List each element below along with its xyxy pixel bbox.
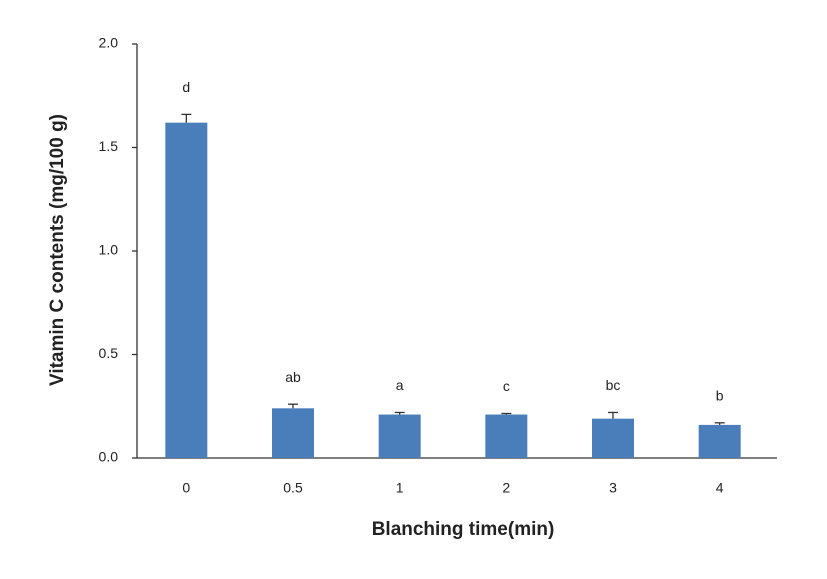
y-axis-title: Vitamin C contents (mg/100 g)	[47, 114, 68, 386]
x-tick-label: 1	[396, 480, 404, 496]
significance-letter: bc	[606, 377, 621, 393]
x-tick-label: 0.5	[283, 480, 303, 496]
y-tick-label: 0.0	[99, 449, 119, 465]
y-tick-label: 2.0	[99, 35, 119, 51]
significance-letter: d	[182, 79, 190, 95]
bar	[485, 414, 528, 458]
y-tick-label: 0.5	[99, 345, 119, 361]
y-tick-label: 1.5	[99, 138, 119, 154]
significance-letter: c	[503, 378, 510, 394]
x-tick-label: 2	[502, 480, 510, 496]
x-axis-title: Blanching time(min)	[372, 519, 555, 540]
x-tick-label: 4	[716, 480, 724, 496]
x-tick-label: 0	[182, 480, 190, 496]
y-tick-label: 1.0	[99, 242, 119, 258]
bar	[165, 122, 208, 458]
bar	[698, 424, 741, 458]
bar	[378, 414, 421, 458]
bar	[272, 408, 314, 458]
significance-letter: a	[396, 377, 404, 393]
bar	[592, 418, 634, 458]
significance-letter: ab	[285, 369, 301, 385]
x-tick-label: 3	[609, 480, 617, 496]
significance-letter: b	[716, 388, 724, 404]
